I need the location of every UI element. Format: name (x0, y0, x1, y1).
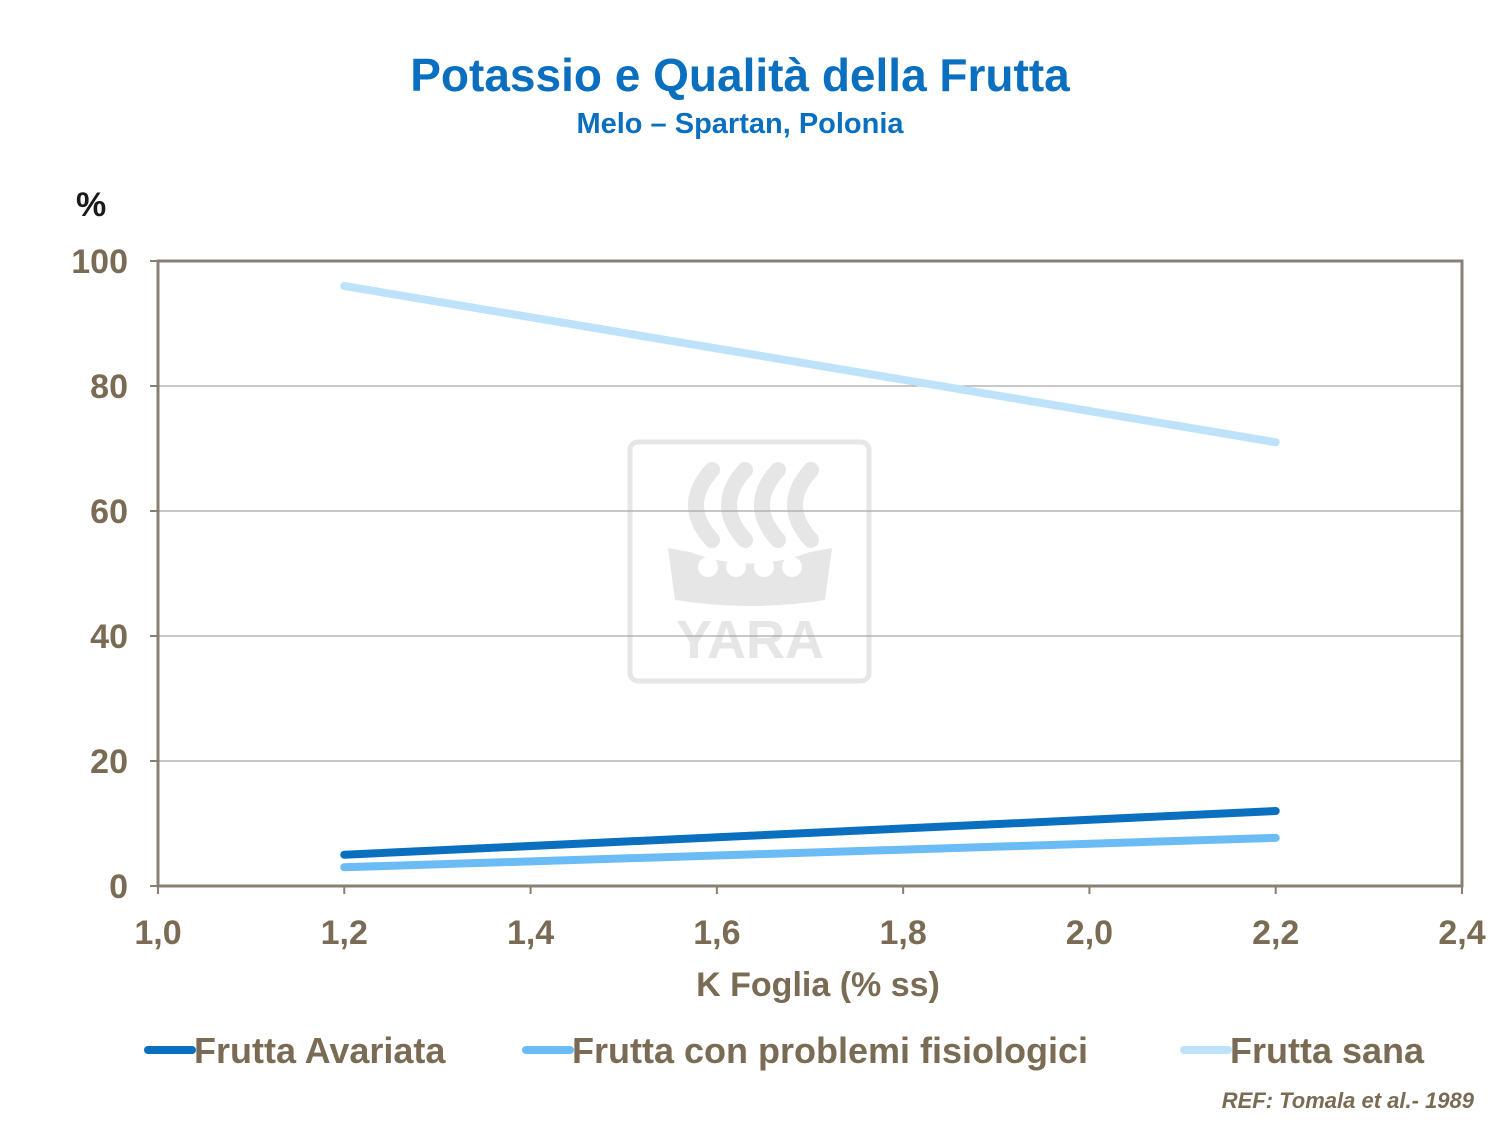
legend: Frutta Avariata Frutta con problemi fisio… (144, 1030, 1425, 1071)
axes (156, 259, 1464, 888)
y-tick-label: 40 (90, 618, 128, 656)
x-tick-label: 2,4 (1438, 914, 1485, 952)
x-axis-ticks: 1,0 1,2 1,4 1,6 1,8 2,0 2,2 2,4 (134, 886, 1486, 952)
y-tick-label: 20 (90, 743, 128, 781)
watermark-ship-icon (668, 548, 832, 606)
x-tick-label: 1,2 (321, 914, 368, 952)
x-tick-label: 1,8 (880, 914, 927, 952)
x-tick-label: 2,2 (1252, 914, 1299, 952)
chart-title: Potassio e Qualità della Frutta (410, 49, 1070, 101)
series-line-3 (340, 282, 1280, 447)
chart-subtitle: Melo – Spartan, Polonia (576, 108, 904, 140)
grid-lines (158, 385, 1462, 762)
x-tick-label: 2,0 (1066, 914, 1113, 952)
y-axis-unit-label: % (76, 186, 107, 224)
y-axis-ticks: 0 20 40 60 80 100 (71, 243, 158, 906)
series-lines (340, 282, 1280, 872)
x-tick-label: 1,4 (507, 914, 554, 952)
y-tick-label: 60 (90, 493, 128, 531)
yara-logo-watermark: YARA (627, 439, 872, 684)
legend-label-1: Frutta Avariata (194, 1030, 446, 1071)
x-tick-label: 1,6 (693, 914, 740, 952)
legend-label-2: Frutta con problemi fisiologici (572, 1030, 1088, 1071)
legend-label-3: Frutta sana (1230, 1030, 1425, 1071)
x-tick-label: 1,0 (134, 914, 181, 952)
reference-note: REF: Tomala et al.- 1989 (1221, 1088, 1474, 1113)
y-tick-label: 80 (90, 368, 128, 406)
x-axis-title: K Foglia (% ss) (696, 966, 940, 1004)
y-tick-label: 100 (71, 243, 128, 281)
series-line-2 (340, 833, 1280, 872)
watermark-text: YARA (676, 610, 824, 670)
plot-area-border (156, 259, 1464, 888)
y-tick-label: 0 (109, 868, 128, 906)
series-line-1 (340, 807, 1280, 859)
watermark-sail-icon (688, 462, 819, 548)
watermark-shields-icon (698, 557, 802, 577)
watermark-frame (627, 439, 872, 684)
